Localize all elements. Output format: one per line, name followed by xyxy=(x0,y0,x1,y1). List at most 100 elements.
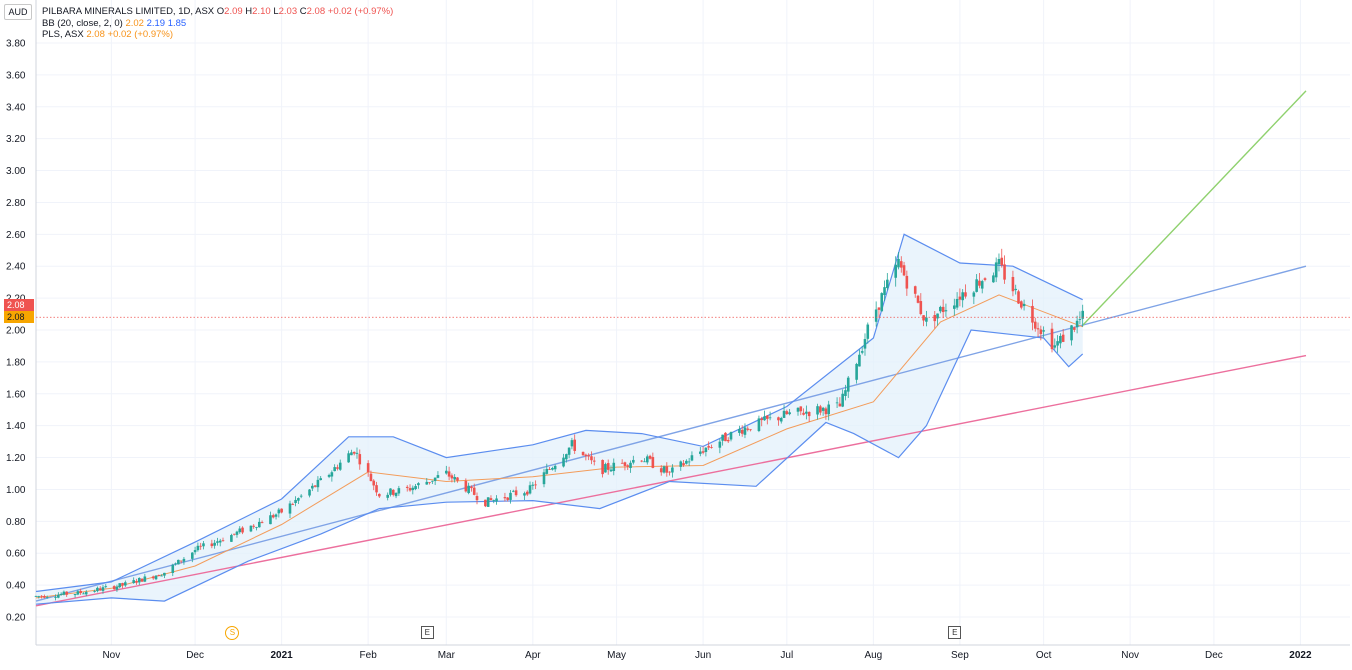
candle-body xyxy=(350,452,353,456)
candle-body xyxy=(545,468,549,474)
candle-body xyxy=(252,525,256,527)
candle-body xyxy=(802,412,805,415)
bb-lower-line xyxy=(35,329,1084,605)
candle-body xyxy=(629,462,632,468)
candle-body xyxy=(824,408,828,415)
candle-body xyxy=(372,480,376,486)
candle-body xyxy=(1011,276,1015,292)
candle-body xyxy=(592,460,596,462)
compare-value: 2.08 xyxy=(86,29,105,40)
candle-body xyxy=(827,404,831,415)
y-tick-label: 3.00 xyxy=(6,166,26,177)
candle-body xyxy=(456,477,459,481)
candle-body xyxy=(503,497,507,499)
candle-body xyxy=(98,588,102,591)
x-tick-label: Nov xyxy=(102,650,120,661)
candle-body xyxy=(763,416,766,421)
candle-body xyxy=(886,279,889,289)
candle-body xyxy=(397,488,401,494)
high-value: 2.10 xyxy=(252,6,271,17)
candle-body xyxy=(160,575,163,577)
candle-body xyxy=(531,484,535,486)
candle-body xyxy=(587,455,590,457)
candle-body xyxy=(659,468,663,473)
candle-body xyxy=(82,593,85,595)
currency-unit-label[interactable]: AUD xyxy=(4,4,32,20)
legend-compare-row[interactable]: PLS, ASX 2.08 +0.02 (+0.97%) xyxy=(42,29,393,41)
candle-body xyxy=(101,587,105,591)
candle-body xyxy=(724,432,727,442)
candle-body xyxy=(880,293,884,312)
candle-body xyxy=(796,407,800,412)
x-tick-label: Dec xyxy=(186,650,204,661)
x-tick-label: 2022 xyxy=(1289,650,1312,661)
candle-body xyxy=(919,301,923,315)
candle-body xyxy=(980,281,984,289)
candle-body xyxy=(37,596,41,597)
candle-body xyxy=(447,471,451,477)
time-axis[interactable]: Nov Dec 2021 Feb Mar Apr May Jun Jul Aug Sep Oct Nov… xyxy=(102,650,1312,661)
candle-body xyxy=(525,491,529,495)
candle-body xyxy=(57,594,60,598)
candle-body xyxy=(523,493,526,496)
candle-body xyxy=(894,264,897,278)
candle-body xyxy=(749,429,752,431)
candle-body xyxy=(1078,319,1082,320)
candle-body xyxy=(760,418,764,421)
candle-body xyxy=(726,439,730,442)
candle-body xyxy=(640,460,643,462)
legend-bb-row[interactable]: BB (20, close, 2, 0) 2.02 2.19 1.85 xyxy=(42,18,393,30)
x-tick-label: Mar xyxy=(438,650,456,661)
candle-body xyxy=(369,473,373,482)
candle-body xyxy=(1042,330,1045,332)
y-tick-label: 3.40 xyxy=(6,102,26,113)
candle-body xyxy=(955,298,959,308)
earnings-marker[interactable]: E xyxy=(948,626,962,639)
candle-body xyxy=(1050,328,1054,350)
candle-body xyxy=(581,451,585,456)
candle-body xyxy=(729,432,733,440)
candle-body xyxy=(707,446,710,448)
candle-body xyxy=(1014,288,1018,291)
candle-body xyxy=(665,466,669,473)
trendlines[interactable] xyxy=(35,90,1307,607)
candle-body xyxy=(475,496,479,501)
candle-body xyxy=(612,462,616,471)
candle-body xyxy=(453,476,456,480)
candle-body xyxy=(846,377,850,392)
candle-body xyxy=(913,286,917,294)
candle-body xyxy=(358,454,362,465)
candle-body xyxy=(858,354,861,367)
candlestick-series xyxy=(34,248,1085,601)
earnings-marker[interactable]: E xyxy=(420,626,434,639)
trendline-blue[interactable] xyxy=(35,265,1307,602)
y-tick-label: 1.20 xyxy=(6,453,26,464)
candle-body xyxy=(137,577,141,583)
candle-body xyxy=(799,406,803,412)
x-tick-label: Jul xyxy=(780,650,793,661)
candle-body xyxy=(997,258,1001,265)
candle-body xyxy=(570,440,574,447)
candle-body xyxy=(484,499,487,507)
split-marker[interactable]: S xyxy=(225,626,240,640)
candle-body xyxy=(939,306,942,312)
candle-body xyxy=(135,581,138,583)
candle-body xyxy=(249,525,253,532)
candle-body xyxy=(294,499,297,504)
legend-symbol-row[interactable]: PILBARA MINERALS LIMITED, 1D, ASX O2.09 … xyxy=(42,6,393,18)
x-tick-label: Aug xyxy=(864,650,882,661)
candle-body xyxy=(311,485,314,489)
candle-body xyxy=(562,457,565,467)
candle-body xyxy=(721,434,724,441)
candle-body xyxy=(1081,310,1085,319)
candle-body xyxy=(548,469,551,470)
candle-body xyxy=(682,463,685,466)
trendline-green[interactable] xyxy=(1082,90,1307,326)
candle-body xyxy=(464,480,468,492)
candle-body xyxy=(506,497,510,500)
candle-body xyxy=(450,475,454,479)
candle-body xyxy=(740,429,744,434)
price-axis[interactable]: 0.20 0.40 0.60 0.80 1.00 1.20 1.40 1.60 1.80 2.00… xyxy=(6,39,26,624)
trendline-pink[interactable] xyxy=(35,354,1307,607)
